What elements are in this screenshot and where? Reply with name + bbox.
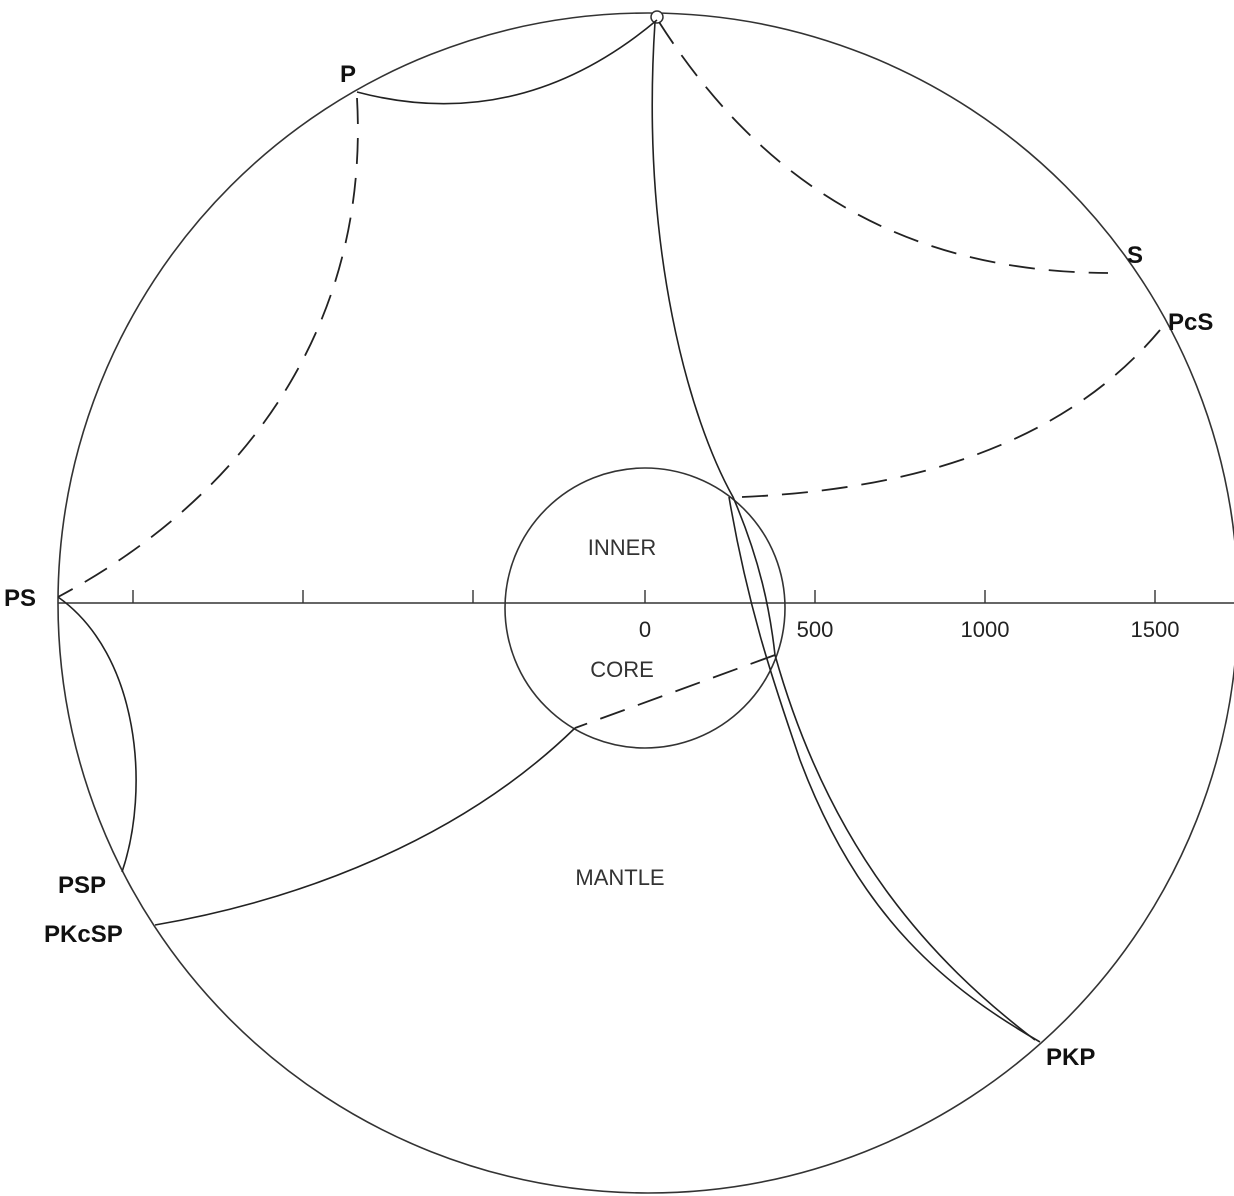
ray-pkp-2 (774, 654, 1036, 1041)
region-core: CORE (590, 657, 654, 682)
ray-pkp (728, 496, 1041, 1043)
ray-pkcsp (154, 727, 576, 926)
ray-psp (57, 596, 137, 873)
scale-ticks (132, 590, 1156, 603)
scale-label: 1500 (1131, 617, 1180, 642)
label-pkp: PKP (1046, 1044, 1095, 1071)
label-p: P (340, 61, 356, 88)
scale-label: 1000 (961, 617, 1010, 642)
inner-core-outline (504, 467, 786, 749)
region-mantle: MANTLE (575, 865, 664, 890)
label-psp: PSP (58, 872, 106, 899)
region-inner: INNER (588, 535, 656, 560)
source (650, 10, 664, 24)
label-ps: PS (4, 585, 36, 612)
ray-pcs (741, 329, 1161, 498)
label-pcs: PcS (1168, 309, 1213, 336)
ray-s (658, 21, 1109, 274)
ray-p (356, 19, 658, 105)
scale-label: 0 (639, 617, 651, 642)
ray-ps (57, 97, 359, 598)
ray-core-crossing (574, 654, 776, 729)
scale-label: 500 (797, 617, 834, 642)
label-pkcsp: PKcSP (44, 921, 123, 948)
ray-pkp-upper (651, 21, 776, 656)
label-s: S (1127, 242, 1143, 269)
